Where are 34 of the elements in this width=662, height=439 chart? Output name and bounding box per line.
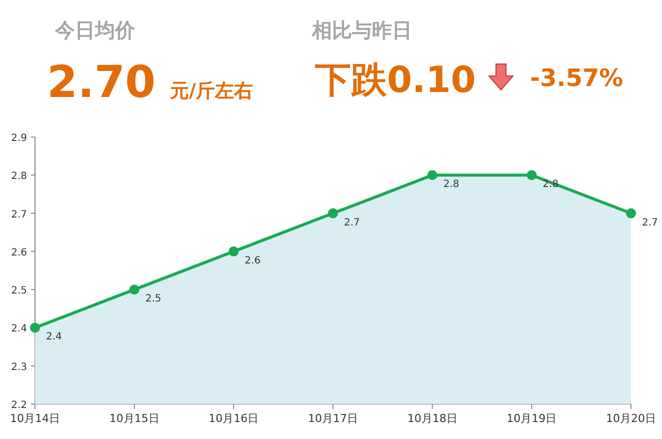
y-tick-label: 2.4 <box>11 324 27 335</box>
point <box>526 170 537 180</box>
point <box>427 170 438 180</box>
y-tick-label: 2.7 <box>11 209 27 220</box>
text: 下跌0.10 <box>315 60 476 101</box>
x-tick-label: 10月16日 <box>208 412 259 425</box>
text: 今日均价 <box>54 18 136 42</box>
point <box>328 208 338 218</box>
text: -3.57% <box>530 64 624 92</box>
data-label: 2.4 <box>46 332 62 343</box>
data-label: 2.7 <box>642 217 658 228</box>
y-tick-label: 2.8 <box>11 171 27 182</box>
x-tick-label: 10月18日 <box>407 412 458 425</box>
data-label: 2.6 <box>244 255 261 266</box>
y-tick-label: 2.3 <box>11 362 27 373</box>
data-label: 2.8 <box>443 179 460 190</box>
y-tick-label: 2.9 <box>11 133 27 144</box>
data-label: 2.7 <box>344 217 360 228</box>
y-tick-label: 2.6 <box>11 247 27 258</box>
text: 相比与昨日 <box>311 18 412 42</box>
x-tick-label: 10月14日 <box>10 412 60 425</box>
x-tick-label: 10月17日 <box>308 412 358 425</box>
y-tick-label: 2.2 <box>11 400 27 411</box>
text: 元/斤左右 <box>169 80 253 102</box>
point <box>129 284 140 295</box>
x-tick-label: 10月15日 <box>109 412 160 425</box>
point <box>228 246 239 256</box>
x-tick-label: 10月20日 <box>606 412 656 425</box>
data-label: 2.5 <box>145 294 162 305</box>
point <box>626 208 636 218</box>
point <box>30 322 40 333</box>
text: 2.70 <box>47 57 156 108</box>
x-tick-label: 10月19日 <box>506 412 557 425</box>
y-tick-label: 2.5 <box>11 286 27 297</box>
